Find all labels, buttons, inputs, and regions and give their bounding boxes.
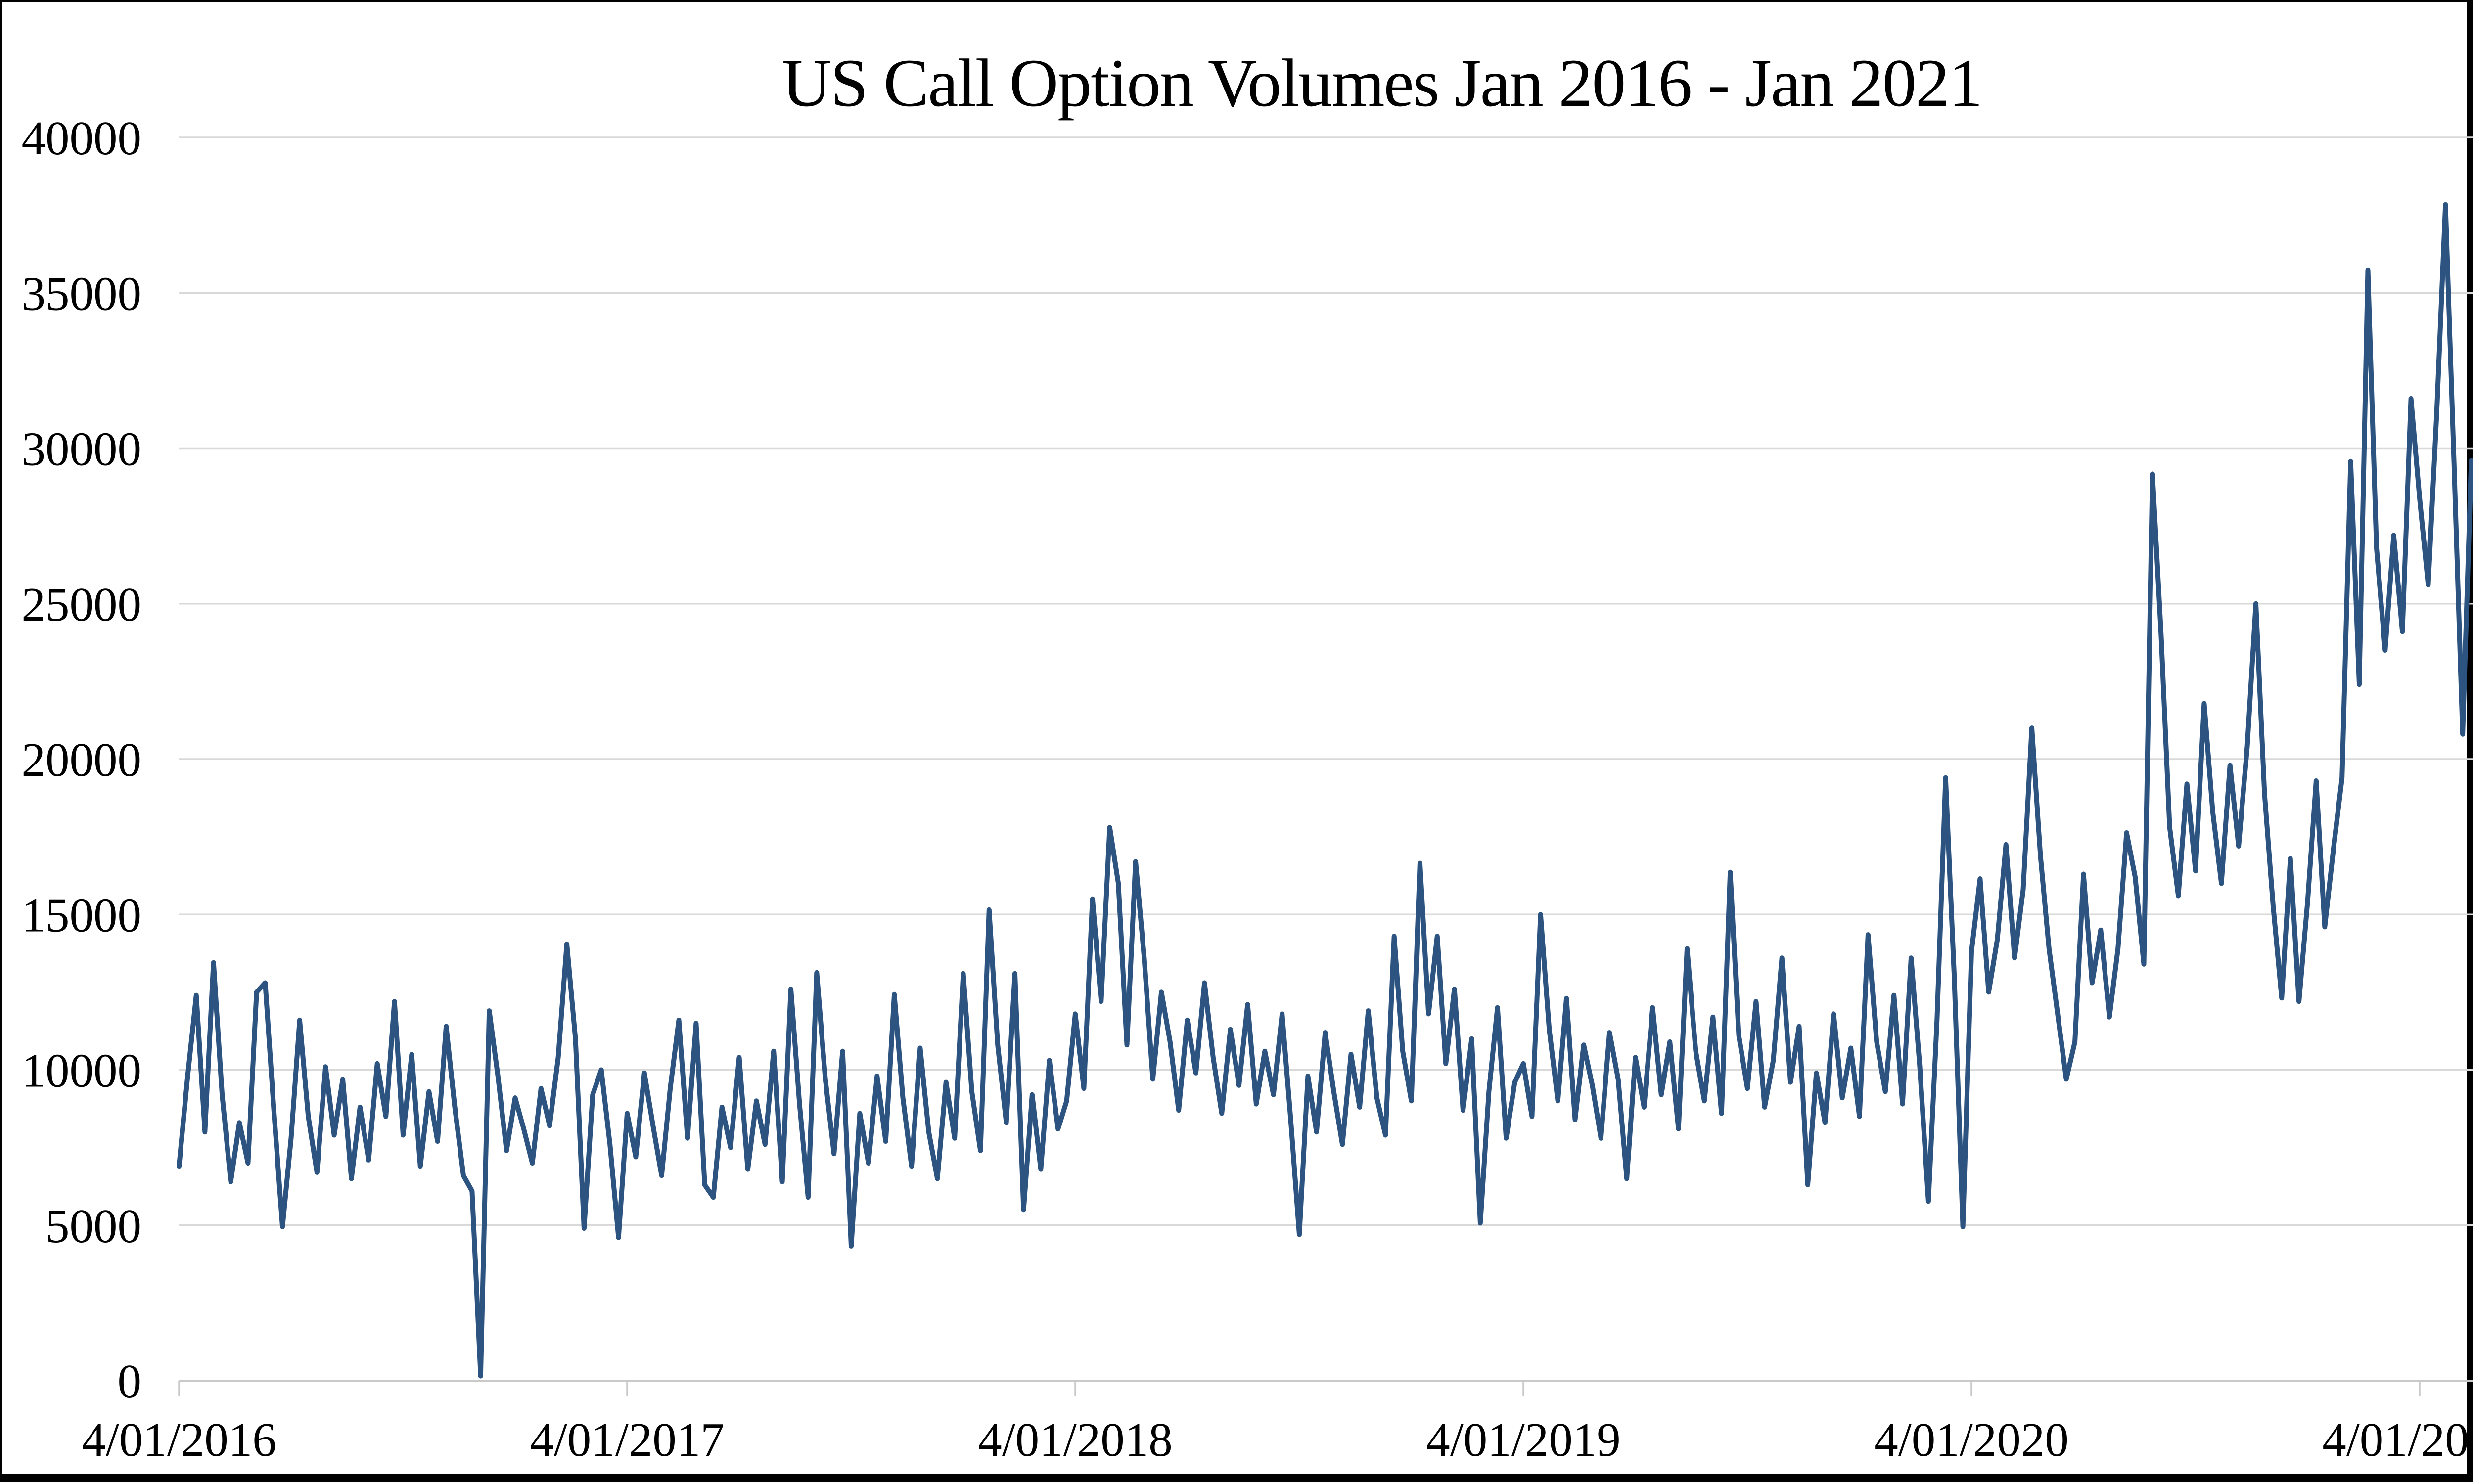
y-tick-label: 25000 bbox=[22, 578, 142, 631]
x-tick-label: 4/01/2018 bbox=[978, 1413, 1172, 1466]
y-tick-label: 35000 bbox=[22, 267, 142, 320]
y-tick-label: 0 bbox=[118, 1355, 142, 1408]
y-tick-label: 10000 bbox=[22, 1044, 142, 1097]
x-tick-label: 4/01/2020 bbox=[1874, 1413, 2068, 1466]
y-tick-label: 5000 bbox=[46, 1200, 141, 1253]
x-tick-label: 4/01/2017 bbox=[530, 1413, 724, 1466]
y-tick-label: 40000 bbox=[22, 112, 142, 165]
x-tick-label: 4/01/2021 bbox=[2322, 1413, 2473, 1466]
y-tick-label: 15000 bbox=[22, 889, 142, 942]
volume-line-series bbox=[179, 205, 2473, 1376]
x-tick-label: 4/01/2019 bbox=[1426, 1413, 1620, 1466]
x-tick-label: 4/01/2016 bbox=[82, 1413, 276, 1466]
y-tick-label: 30000 bbox=[22, 423, 142, 476]
y-tick-label: 20000 bbox=[22, 733, 142, 786]
